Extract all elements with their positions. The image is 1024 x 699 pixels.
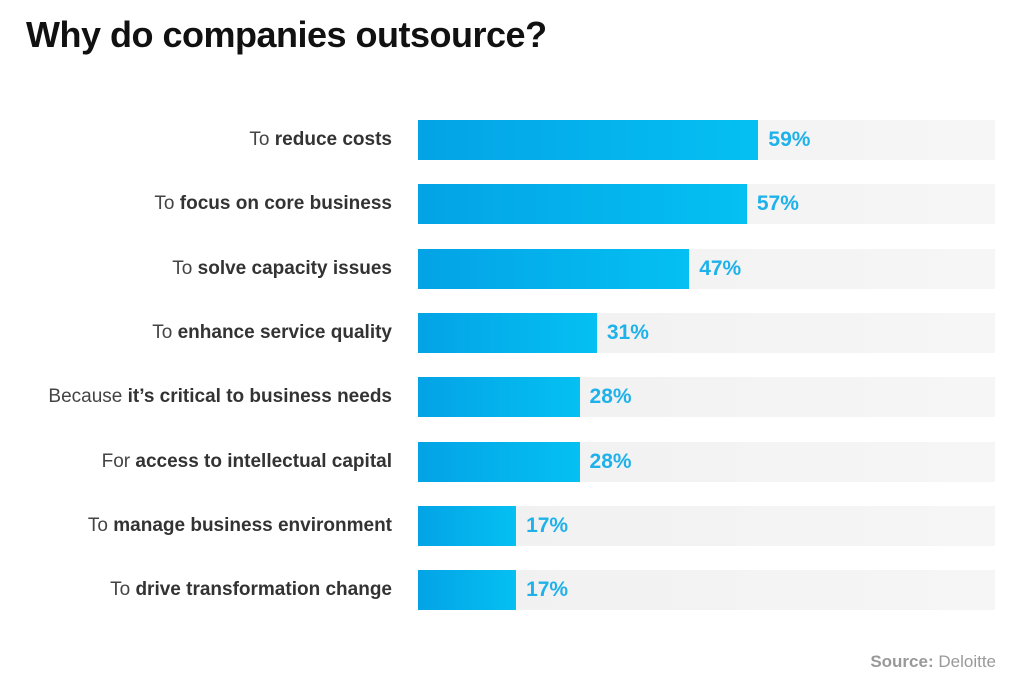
bar-row: To manage business environment 17% [0,505,1024,546]
category-label: To drive transformation change [110,570,392,610]
bar [418,505,517,546]
category-label: To manage business environment [88,506,392,546]
value-label: 17% [526,513,569,537]
bar [418,377,580,418]
source-label: Source: [870,652,934,671]
value-label: 17% [526,578,569,602]
bar-row: To focus on core business 57% [0,184,1024,225]
value-label: 47% [699,256,742,280]
bar [418,120,759,160]
category-emphasis: solve capacity issues [197,257,392,279]
value-label: 57% [756,192,799,216]
category-emphasis: enhance service quality [177,321,392,343]
category-prefix: To [172,257,193,279]
bar-row: To solve capacity issues 47% [0,248,1024,289]
category-prefix: To [249,129,270,150]
category-label: To solve capacity issues [172,249,392,289]
category-prefix: Because [48,386,123,408]
category-emphasis: drive transformation change [135,579,392,601]
bar [418,570,517,611]
value-label: 31% [606,320,649,344]
bar-row: For access to intellectual capital 28% [0,441,1024,482]
bar-row: To reduce costs 59% [0,120,1024,160]
category-prefix: To [87,514,108,536]
category-emphasis: focus on core business [179,193,392,215]
category-label: To reduce costs [249,120,392,160]
source-value: Deloitte [938,652,996,671]
category-emphasis: access to intellectual capital [135,450,392,472]
category-label: To enhance service quality [152,313,392,353]
bar-row: Because it’s critical to business needs 2… [0,377,1024,418]
category-prefix: To [152,321,173,343]
category-label: Because it’s critical to business needs [48,377,392,417]
bar [418,248,690,289]
category-label: For access to intellectual capital [102,442,392,482]
category-emphasis: manage business environment [113,514,392,536]
bar-row: To enhance service quality 31% [0,312,1024,353]
bar [418,441,580,482]
bar [418,312,597,353]
chart-title: Why do companies outsource? [26,14,547,55]
bar-row: To drive transformation change 17% [0,570,1024,611]
category-prefix: For [101,450,131,472]
value-label: 28% [589,385,632,409]
bar [418,184,747,225]
value-label: 59% [768,128,811,151]
value-label: 28% [589,449,632,473]
category-emphasis: it’s critical to business needs [127,386,392,408]
source-note: Source: Deloitte [870,652,996,672]
category-emphasis: reduce costs [274,129,392,150]
category-prefix: To [110,579,131,601]
category-label: To focus on core business [154,184,392,224]
category-prefix: To [154,193,175,215]
